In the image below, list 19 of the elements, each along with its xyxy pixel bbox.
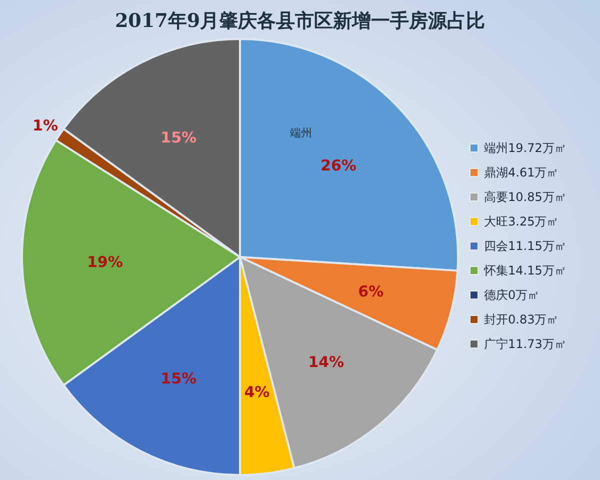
legend-label: 广宁11.73万㎡ xyxy=(484,337,566,351)
data-label: 19% xyxy=(86,253,123,272)
data-label: 15% xyxy=(160,128,197,147)
legend-label: 大旺3.25万㎡ xyxy=(484,214,559,228)
legend-label: 四会11.15万㎡ xyxy=(484,239,566,253)
legend-label: 德庆0万㎡ xyxy=(484,288,540,302)
data-label: 6% xyxy=(358,282,384,301)
data-label: 15% xyxy=(160,369,197,388)
text: 端州 xyxy=(290,126,312,140)
legend-label: 端州19.72万㎡ xyxy=(484,141,566,155)
legend-label: 怀集14.15万㎡ xyxy=(483,264,566,278)
data-label: 1% xyxy=(32,116,58,135)
legend-label: 封开0.83万㎡ xyxy=(484,312,559,326)
legend-label: 高要10.85万㎡ xyxy=(484,190,566,204)
legend-label: 鼎湖4.61万㎡ xyxy=(484,166,559,180)
data-label: 26% xyxy=(320,156,356,174)
data-label: 4% xyxy=(244,383,270,402)
chart-title: 2017年9月肇庆各县市区新增一手房源占比 xyxy=(114,10,486,32)
data-label: 14% xyxy=(308,353,344,372)
